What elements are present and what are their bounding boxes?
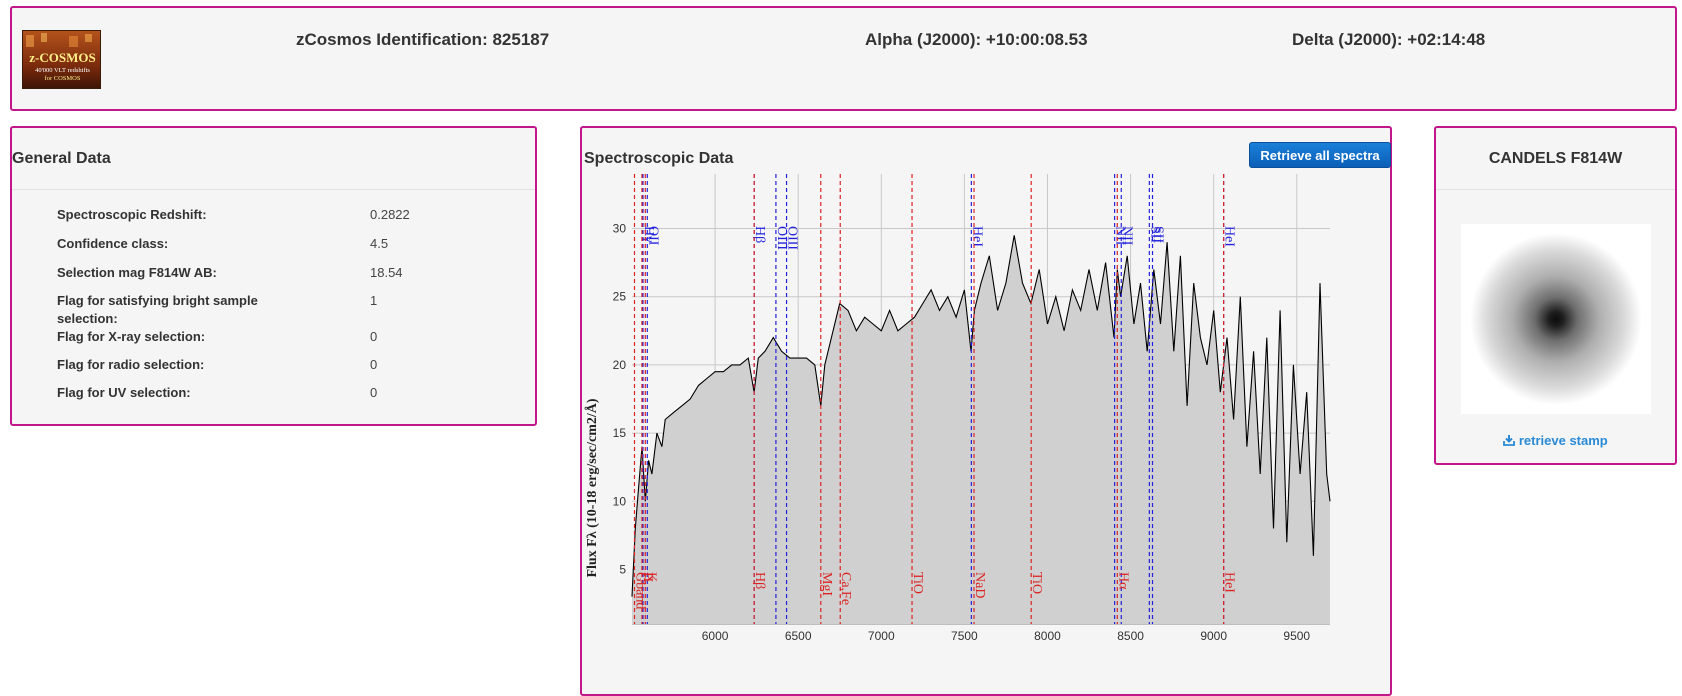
absorption-line-label: MgI [819,572,834,596]
uv-flag-label: Flag for UV selection: [57,385,191,400]
absorption-line-label: Ca,Fe [838,572,853,605]
emission-line-label: SII [1147,226,1162,243]
xray-flag-value: 0 [370,329,378,344]
radio-flag-value: 0 [370,357,378,372]
redshift-label: Spectroscopic Redshift: [57,207,207,222]
x-tick-label: 7500 [951,629,978,643]
uv-flag-value: 0 [370,385,378,400]
y-tick-label: 5 [619,562,626,576]
spectroscopic-data-title: Spectroscopic Data [584,150,734,167]
y-tick-label: 15 [613,426,627,440]
y-axis-label: Flux Fλ (10-18 erg/sec/cm2/Å) [584,398,600,577]
spectroscopic-data-panel: OII Hγ Hβ OIII OIII HeI NII NII SII SII HeI Gband H K… [580,126,1392,696]
emission-line-label: OII [645,226,660,246]
xray-flag-label: Flag for X-ray selection: [57,329,206,344]
candels-stamp-image [1461,224,1651,414]
zcosmos-logo: z-COSMOS 40'000 VLT redshifts for COSMOS [22,30,101,89]
y-tick-label: 10 [613,494,627,508]
x-tick-label: 6000 [702,629,729,643]
y-tick-label: 30 [613,222,627,236]
delta-coordinate: Delta (J2000): +02:14:48 [1292,30,1486,49]
emission-line-label: OIII [774,226,789,250]
y-tick-label: 25 [613,290,627,304]
x-tick-label: 6500 [785,629,812,643]
logo-subtitle: 40'000 VLT redshifts [35,67,90,74]
absorption-line-label: Hβ [752,572,767,589]
logo-subtitle-2: for COSMOS [45,75,81,82]
download-icon [1503,433,1519,448]
emission-line-label: Hβ [752,226,767,243]
header-panel: z-COSMOS 40'000 VLT redshifts for COSMOS… [10,6,1677,111]
zcosmos-identification: zCosmos Identification: 825187 [296,30,550,49]
retrieve-stamp-link[interactable]: retrieve stamp [1436,433,1675,448]
candels-panel: CANDELS F814W retrieve stam [1434,126,1677,465]
x-tick-label: 8500 [1117,629,1144,643]
bright-sample-flag-value: 1 [370,293,378,308]
selection-mag-value: 18.54 [370,265,403,280]
emission-line-label: HeI [969,226,984,247]
general-divider [12,189,535,190]
absorption-line-label: HeI [1222,572,1237,593]
retrieve-all-spectra-button[interactable]: Retrieve all spectra [1249,142,1391,168]
bright-sample-flag-label: Flag for satisfying bright sample select… [57,293,258,326]
confidence-class-value: 4.5 [370,236,389,251]
absorption-line-label: H [640,572,655,582]
confidence-class-label: Confidence class: [57,236,169,251]
absorption-line-label: NaD [972,572,987,598]
absorption-line-label: TiO [910,572,925,594]
emission-line-label: NII [1113,226,1128,246]
candels-title: CANDELS F814W [1488,150,1623,167]
emission-line-label: SII [1151,226,1166,243]
selection-mag-label: Selection mag F814W AB: [57,265,217,280]
chart-ticks: 6000 6500 7000 7500 8000 8500 9000 9500 5 10 15 20 2… [613,222,1311,643]
retrieve-stamp-label: retrieve stamp [1518,433,1608,448]
absorption-line-label: Gband [632,572,647,609]
radio-flag-label: Flag for radio selection: [57,357,205,372]
x-tick-label: 7000 [868,629,895,643]
emission-line-label: NII [1119,226,1134,246]
candels-divider [1436,189,1675,190]
x-tick-label: 9500 [1283,629,1310,643]
general-data-panel: General Data Spectroscopic Redshift: 0.2… [10,126,537,426]
absorption-line-label: Hα [1115,572,1130,590]
logo-title: z-COSMOS [29,50,95,65]
y-tick-label: 20 [613,358,627,372]
x-tick-label: 9000 [1200,629,1227,643]
redshift-value: 0.2822 [370,207,410,222]
emission-line-label: HeI [1222,226,1237,247]
absorption-line-label: K [643,572,658,582]
spectrum-area [632,235,1330,624]
general-data-title: General Data [12,150,111,167]
emission-line-label: Hγ [641,226,656,242]
emission-line-label: OIII [785,226,800,250]
alpha-coordinate: Alpha (J2000): +10:00:08.53 [865,30,1088,49]
x-tick-label: 8000 [1034,629,1061,643]
spectrum-line [631,235,1331,597]
absorption-line-label: TiO [1029,572,1044,594]
